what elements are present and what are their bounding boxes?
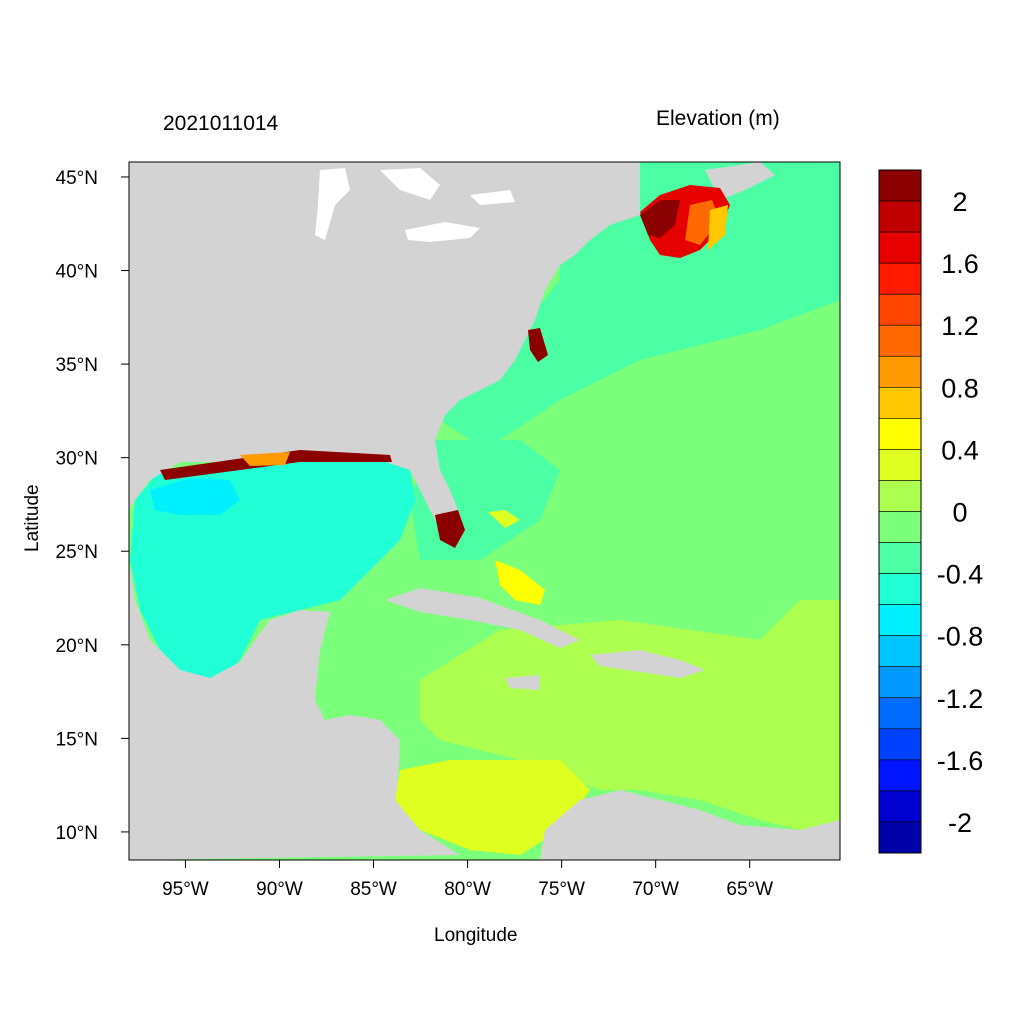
colorbar-segment (878, 666, 922, 699)
x-axis-title: Longitude (434, 925, 518, 946)
colorbar-segment (878, 542, 922, 574)
lat-tick-label: 45°N (56, 168, 98, 189)
colombian-basin (395, 760, 590, 855)
lon-tick-label: 90°W (256, 879, 303, 900)
colorbar-segment (878, 262, 922, 295)
lat-tick-label: 25°N (56, 542, 98, 563)
variable-title: Elevation (m) (656, 107, 780, 130)
colorbar-label: 0.4 (941, 435, 979, 465)
colorbar-label: 0.8 (941, 373, 979, 403)
lon-tick-label: 95°W (162, 879, 209, 900)
colorbar-segment (878, 418, 922, 450)
lon-tick-label: 85°W (350, 879, 397, 900)
colorbar-segment (878, 697, 922, 730)
little-bahama-bank (488, 510, 520, 528)
latitude-axis: 45°N 40°N 35°N 30°N 25°N 20°N 15°N 10°N (56, 168, 129, 844)
colorbar-segment (878, 635, 922, 668)
plot-frame (128, 161, 841, 861)
bahamas-bank (495, 560, 545, 605)
colorbar-segment (878, 449, 922, 481)
colorbar-segment (878, 355, 922, 388)
longitude-axis: 95°W 90°W 85°W 80°W 75°W 70°W 65°W (162, 860, 773, 900)
lon-tick-label: 80°W (444, 879, 491, 900)
gulf-shelf (150, 478, 240, 515)
colorbar-segment (878, 231, 922, 264)
colorbar-segment (878, 759, 922, 792)
colorbar-label: 1.2 (941, 311, 979, 341)
lat-tick-label: 30°N (56, 449, 98, 470)
colorbar-frame (878, 169, 922, 854)
south-florida-surge (435, 510, 465, 548)
colorbar-segment (878, 387, 922, 419)
colorbar-segment (878, 821, 922, 854)
colorbar-segment (878, 324, 922, 357)
colorbar-label: 1.6 (941, 249, 979, 279)
great-lakes (315, 168, 515, 242)
map-plot-area (129, 162, 840, 860)
lon-tick-label: 65°W (726, 879, 773, 900)
colorbar-segment (878, 293, 922, 326)
colorbar-segment (878, 511, 922, 543)
colorbar-label: -2 (948, 808, 972, 838)
chesapeake-surge (528, 328, 548, 362)
timestamp-title: 2021011014 (163, 112, 279, 135)
colorbar-label: -0.8 (937, 622, 984, 652)
colorbar-segment (878, 169, 922, 202)
lat-tick-label: 15°N (56, 729, 98, 750)
nw-atlantic-band (440, 162, 840, 440)
colorbar-segment (878, 573, 922, 605)
colorbar-segment (878, 604, 922, 636)
colorbar-label: -0.4 (937, 560, 984, 590)
lat-tick-label: 40°N (56, 262, 98, 283)
lat-tick-label: 35°N (56, 355, 98, 376)
colorbar-segment (878, 728, 922, 761)
georges-bank-edge (708, 205, 728, 250)
maine-coast-surge (640, 200, 680, 238)
colorbar-segment (878, 200, 922, 233)
caribbean-sea (420, 600, 840, 830)
colorbar-segment (878, 480, 922, 512)
mississippi-delta-surge (240, 452, 290, 466)
y-axis-title: Latitude (22, 484, 43, 552)
lon-tick-label: 70°W (632, 879, 679, 900)
lat-tick-label: 10°N (56, 823, 98, 844)
colorbar-label: 0 (952, 498, 967, 528)
colorbar-label: -1.6 (937, 746, 984, 776)
lon-tick-label: 75°W (538, 879, 585, 900)
colorbar-label: -1.2 (937, 684, 984, 714)
colorbar: 2 1.6 1.2 0.8 0.4 0 -0.4 -0.8 -1.2 -1.6 -2 (878, 169, 984, 854)
land-mass (129, 162, 840, 860)
colorbar-segment (878, 790, 922, 823)
colorbar-label: 2 (952, 187, 967, 217)
lat-tick-label: 20°N (56, 636, 98, 657)
